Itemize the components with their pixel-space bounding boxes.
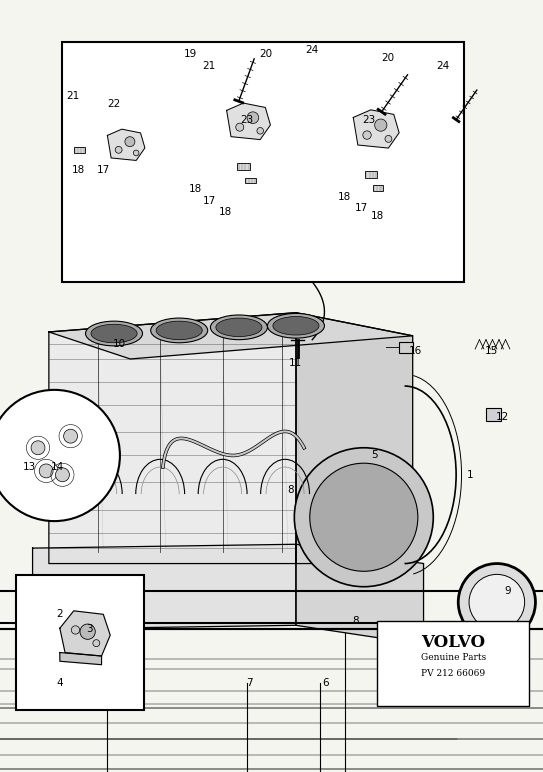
Circle shape	[385, 135, 392, 142]
Circle shape	[257, 127, 263, 134]
Text: Genuine Parts: Genuine Parts	[421, 653, 486, 662]
Text: 6: 6	[323, 679, 329, 688]
Circle shape	[55, 468, 70, 482]
Circle shape	[125, 137, 135, 147]
Circle shape	[375, 119, 387, 131]
Circle shape	[247, 112, 258, 124]
Text: 8: 8	[287, 486, 294, 495]
Text: 16: 16	[409, 347, 422, 356]
Circle shape	[31, 441, 45, 455]
Ellipse shape	[156, 321, 202, 340]
Polygon shape	[296, 313, 413, 564]
Polygon shape	[49, 313, 413, 359]
Bar	[237, 163, 250, 170]
Text: 20: 20	[260, 49, 273, 59]
Circle shape	[310, 463, 418, 571]
Ellipse shape	[151, 318, 207, 343]
Circle shape	[64, 429, 78, 443]
Text: 3: 3	[86, 625, 93, 634]
Text: 21: 21	[67, 92, 80, 101]
Polygon shape	[296, 544, 424, 645]
Text: 10: 10	[113, 339, 126, 348]
Text: 18: 18	[219, 208, 232, 217]
Text: 14: 14	[50, 462, 64, 472]
Circle shape	[134, 150, 139, 156]
Text: 2: 2	[56, 609, 63, 618]
Ellipse shape	[216, 318, 262, 337]
Text: PV 212 66069: PV 212 66069	[421, 669, 485, 678]
Bar	[486, 408, 501, 421]
Polygon shape	[226, 103, 270, 140]
Text: 19: 19	[184, 49, 197, 59]
Polygon shape	[49, 313, 296, 564]
Circle shape	[71, 626, 80, 634]
Text: 24: 24	[436, 61, 449, 70]
Bar	[74, 147, 85, 153]
Polygon shape	[60, 611, 110, 656]
Text: 8: 8	[352, 617, 359, 626]
Polygon shape	[108, 129, 145, 161]
Ellipse shape	[86, 321, 143, 346]
Circle shape	[0, 390, 120, 521]
Text: 17: 17	[97, 165, 110, 174]
Bar	[62, 42, 464, 282]
Bar	[399, 342, 413, 353]
Ellipse shape	[211, 315, 268, 340]
Circle shape	[458, 564, 535, 641]
Text: 20: 20	[382, 53, 395, 63]
Polygon shape	[353, 110, 399, 148]
Circle shape	[115, 147, 122, 154]
Text: 17: 17	[355, 204, 368, 213]
Circle shape	[39, 464, 53, 478]
Text: 1: 1	[466, 470, 473, 479]
Text: 13: 13	[23, 462, 36, 472]
Bar	[16, 575, 144, 710]
Text: 21: 21	[203, 61, 216, 70]
Text: 23: 23	[241, 115, 254, 124]
Circle shape	[363, 131, 371, 139]
Text: 11: 11	[289, 358, 302, 367]
Bar	[365, 171, 377, 178]
Text: 4: 4	[56, 679, 63, 688]
Text: 9: 9	[504, 586, 511, 595]
Circle shape	[93, 640, 100, 647]
Text: 5: 5	[371, 451, 378, 460]
Bar	[373, 185, 383, 191]
Text: 18: 18	[371, 212, 384, 221]
Text: 24: 24	[306, 46, 319, 55]
Text: 18: 18	[338, 192, 351, 201]
Ellipse shape	[91, 324, 137, 343]
Circle shape	[236, 124, 244, 131]
Text: 18: 18	[189, 185, 202, 194]
Ellipse shape	[268, 313, 325, 338]
Ellipse shape	[273, 317, 319, 335]
Text: VOLVO: VOLVO	[421, 634, 485, 651]
Circle shape	[469, 574, 525, 630]
Text: 12: 12	[496, 412, 509, 422]
Text: 7: 7	[247, 679, 253, 688]
Bar	[377, 621, 529, 706]
Polygon shape	[60, 652, 102, 665]
Text: 17: 17	[203, 196, 216, 205]
Bar	[245, 178, 256, 183]
Text: 23: 23	[363, 115, 376, 124]
Text: 22: 22	[108, 100, 121, 109]
Circle shape	[294, 448, 433, 587]
Text: 18: 18	[72, 165, 85, 174]
Circle shape	[80, 624, 95, 639]
Text: 15: 15	[485, 347, 498, 356]
Polygon shape	[33, 544, 296, 629]
